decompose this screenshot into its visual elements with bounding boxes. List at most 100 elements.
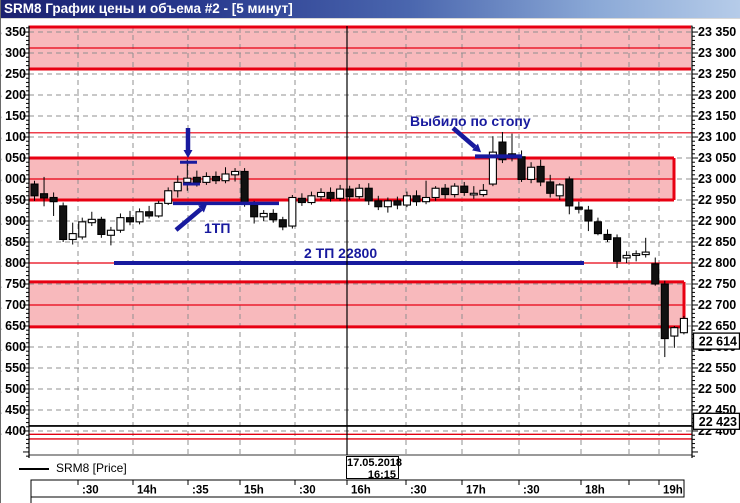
candle-body bbox=[527, 166, 536, 180]
price-label-right: 23 200 bbox=[698, 88, 736, 102]
candle-body bbox=[364, 187, 373, 202]
candle-body bbox=[565, 178, 574, 207]
candle-body bbox=[412, 195, 421, 203]
annotation-arrow bbox=[174, 207, 203, 232]
candle-body bbox=[336, 188, 345, 199]
price-label-left: 23 300 bbox=[1, 46, 26, 60]
candle-body bbox=[78, 221, 87, 238]
series-legend-line bbox=[19, 468, 49, 470]
candle-body bbox=[59, 205, 68, 241]
price-label-left: 23 050 bbox=[1, 151, 26, 165]
candle-body bbox=[307, 195, 316, 204]
candle-body bbox=[421, 196, 431, 203]
arrow-head bbox=[183, 150, 193, 158]
candle-body bbox=[211, 175, 220, 182]
price-label-right: 22 950 bbox=[698, 193, 736, 207]
candle-body bbox=[288, 196, 297, 227]
price-label-left: 22 900 bbox=[1, 214, 26, 228]
candle-body bbox=[183, 177, 192, 183]
candle-body bbox=[297, 197, 306, 204]
price-label-right: 22 900 bbox=[698, 214, 736, 228]
candle-body bbox=[374, 200, 383, 208]
price-label-left: 22 500 bbox=[1, 382, 26, 396]
time-label: :30 bbox=[523, 485, 540, 497]
price-label-right: 23 150 bbox=[698, 109, 736, 123]
candle-body bbox=[97, 218, 106, 235]
candle-body bbox=[679, 317, 688, 334]
annotation-label: 2 ТП 22800 bbox=[304, 245, 377, 261]
candle-body bbox=[488, 151, 497, 185]
candle-body bbox=[240, 170, 249, 205]
time-label: :30 bbox=[410, 485, 427, 497]
price-label-left: 22 600 bbox=[1, 340, 26, 354]
price-label-left: 23 250 bbox=[1, 67, 26, 81]
time-label: 18h bbox=[585, 485, 605, 497]
crosshair-time: 16:15 bbox=[367, 469, 396, 481]
candle-body bbox=[173, 181, 182, 192]
crosshair-date: 17.05.2018 bbox=[347, 457, 403, 469]
time-label: 16h bbox=[351, 485, 371, 497]
candle-body bbox=[49, 196, 58, 203]
price-label-left: 22 400 bbox=[1, 424, 26, 438]
candle-body bbox=[498, 141, 507, 161]
candle-body bbox=[383, 200, 392, 208]
price-label-left: 23 350 bbox=[1, 25, 26, 39]
candle-body bbox=[431, 187, 440, 199]
candle-body bbox=[593, 221, 603, 235]
candle-body bbox=[202, 175, 211, 183]
series-legend-label: SRM8 [Price] bbox=[56, 461, 127, 475]
time-label: 14h bbox=[137, 485, 157, 497]
candle-body bbox=[116, 217, 125, 231]
annotation-label: Выбило по стопу bbox=[410, 113, 531, 129]
price-label-right: 23 300 bbox=[698, 46, 736, 60]
candle-body bbox=[536, 165, 545, 183]
candle-body bbox=[450, 185, 459, 196]
price-label-left: 22 700 bbox=[1, 298, 26, 312]
candle-body bbox=[87, 218, 96, 224]
price-label-left: 22 950 bbox=[1, 193, 26, 207]
price-label-right: 22 650 bbox=[698, 319, 736, 333]
candle-body bbox=[269, 212, 278, 221]
arrow-head bbox=[198, 203, 208, 213]
price-label-left: 23 200 bbox=[1, 88, 26, 102]
price-label-right: 23 350 bbox=[698, 25, 736, 39]
candle-body bbox=[278, 219, 287, 228]
candle-body bbox=[670, 327, 679, 337]
plot-background bbox=[28, 25, 693, 456]
price-label-right: 22 700 bbox=[698, 298, 736, 312]
candle-body bbox=[402, 195, 412, 206]
price-label-left: 22 450 bbox=[1, 403, 26, 417]
candle-body bbox=[393, 200, 402, 206]
candle-body bbox=[250, 204, 259, 218]
candle-body bbox=[441, 187, 450, 196]
candle-body bbox=[154, 202, 163, 217]
price-label-left: 22 650 bbox=[1, 319, 26, 333]
candle-body bbox=[641, 251, 650, 256]
candle-body bbox=[259, 212, 268, 218]
candle-body bbox=[603, 233, 612, 241]
candle-body bbox=[164, 190, 173, 204]
candle-body bbox=[469, 192, 478, 196]
candle-body bbox=[39, 193, 49, 199]
crosshair-datetime-box: 17.05.2018 16:15 bbox=[346, 456, 403, 481]
candle-body bbox=[30, 183, 39, 197]
price-marker-label: 22 423 bbox=[699, 415, 737, 429]
candle-body bbox=[68, 233, 77, 241]
window-title: SRM8 График цены и объема #2 - [5 минут] bbox=[4, 1, 293, 16]
candle-body bbox=[316, 191, 326, 198]
candle-body bbox=[574, 206, 583, 210]
candle-body bbox=[584, 209, 593, 222]
candle-body bbox=[345, 188, 354, 198]
price-label-right: 22 500 bbox=[698, 382, 736, 396]
price-label-right: 23 250 bbox=[698, 67, 736, 81]
price-label-right: 22 800 bbox=[698, 256, 736, 270]
time-label: 19h bbox=[663, 485, 683, 497]
candle-body bbox=[231, 170, 240, 176]
price-marker-label: 22 614 bbox=[699, 335, 737, 349]
candle-body bbox=[355, 187, 364, 198]
window-titlebar[interactable]: SRM8 График цены и объема #2 - [5 минут] bbox=[1, 0, 740, 19]
price-label-left: 22 800 bbox=[1, 256, 26, 270]
price-label-right: 22 550 bbox=[698, 361, 736, 375]
